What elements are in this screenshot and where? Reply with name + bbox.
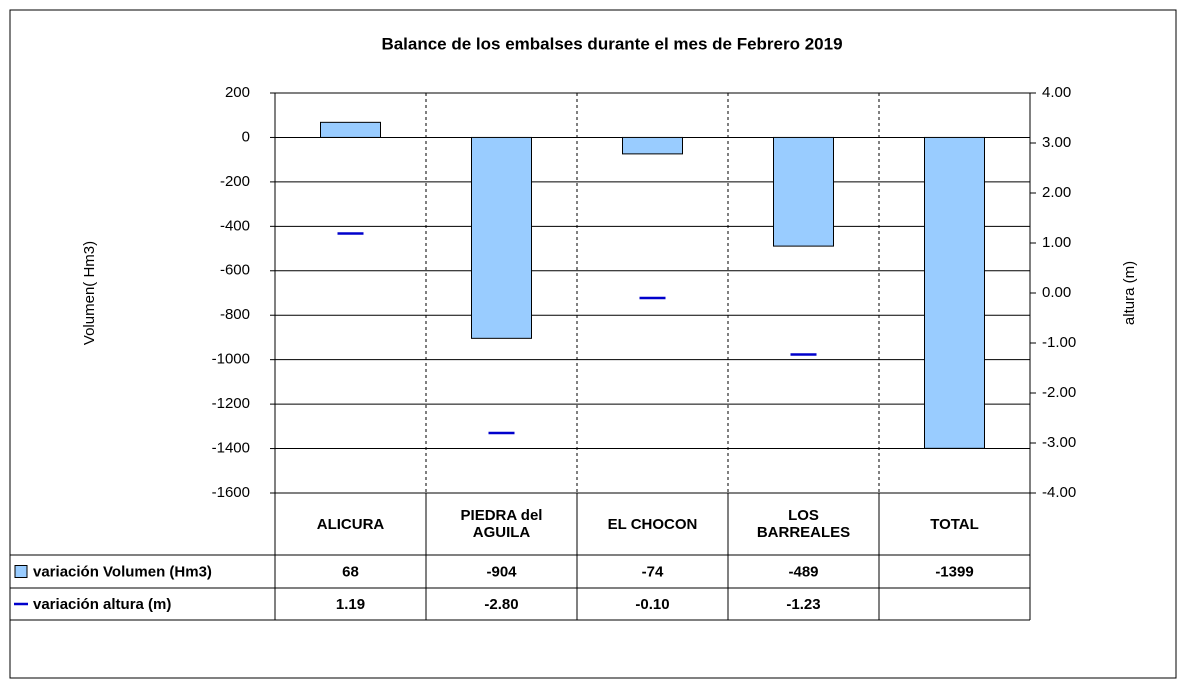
chart-title: Balance de los embalses durante el mes d… xyxy=(381,34,842,53)
table-value: 1.19 xyxy=(336,596,365,613)
y-tick-label: -1600 xyxy=(212,484,250,501)
y2-tick-label: 2.00 xyxy=(1042,184,1071,201)
y-tick-label: -400 xyxy=(220,217,250,234)
x-tick-label: PIEDRA del AGUILA xyxy=(460,507,543,541)
x-tick-label: EL CHOCON xyxy=(607,515,698,533)
legend-label: variación altura (m) xyxy=(33,596,171,613)
table-value: -2.80 xyxy=(484,596,518,613)
bar xyxy=(773,136,834,247)
table-value: -904 xyxy=(486,563,517,580)
table-value: -0.10 xyxy=(635,596,669,613)
y-tick-label: 0 xyxy=(242,128,250,145)
y2-tick-label: -4.00 xyxy=(1042,484,1076,501)
y-tick-label: 200 xyxy=(225,84,250,101)
legend-key xyxy=(14,565,28,578)
y-tick-label: -1400 xyxy=(212,440,250,457)
category-cell: PIEDRA del AGUILA xyxy=(460,507,543,541)
y-tick-label: -1000 xyxy=(212,351,250,368)
plot-border xyxy=(274,92,1031,494)
category-cell: EL CHOCON xyxy=(607,515,698,533)
table-value: -1399 xyxy=(935,563,973,580)
bar xyxy=(924,136,985,449)
y-tick-label: -800 xyxy=(220,306,250,323)
table-value: -1.23 xyxy=(786,596,820,613)
bar xyxy=(622,136,683,155)
bar xyxy=(320,121,381,138)
y2-tick-label: 1.00 xyxy=(1042,234,1071,251)
y2-tick-label: 4.00 xyxy=(1042,84,1071,101)
x-tick-label: LOS BARREALES xyxy=(756,507,851,541)
category-cell: LOS BARREALES xyxy=(756,507,851,541)
bar xyxy=(471,136,532,339)
y2-tick-label: -3.00 xyxy=(1042,434,1076,451)
y2-tick-label: -1.00 xyxy=(1042,334,1076,351)
category-cell: ALICURA xyxy=(316,515,385,533)
y-axis-label: Volumen( Hm3) xyxy=(81,241,98,345)
y2-axis-label: altura (m) xyxy=(1121,261,1138,325)
y-tick-label: -600 xyxy=(220,262,250,279)
y-tick-label: -200 xyxy=(220,173,250,190)
category-cell: TOTAL xyxy=(930,515,979,533)
table-value: 68 xyxy=(342,563,359,580)
x-tick-label: TOTAL xyxy=(930,515,979,533)
y2-tick-label: -2.00 xyxy=(1042,384,1076,401)
y2-tick-label: 3.00 xyxy=(1042,134,1071,151)
table-value: -74 xyxy=(642,563,664,580)
table-value: -489 xyxy=(788,563,818,580)
legend-label: variación Volumen (Hm3) xyxy=(33,563,212,580)
y2-tick-label: 0.00 xyxy=(1042,284,1071,301)
x-tick-label: ALICURA xyxy=(316,515,385,533)
y-tick-label: -1200 xyxy=(212,395,250,412)
